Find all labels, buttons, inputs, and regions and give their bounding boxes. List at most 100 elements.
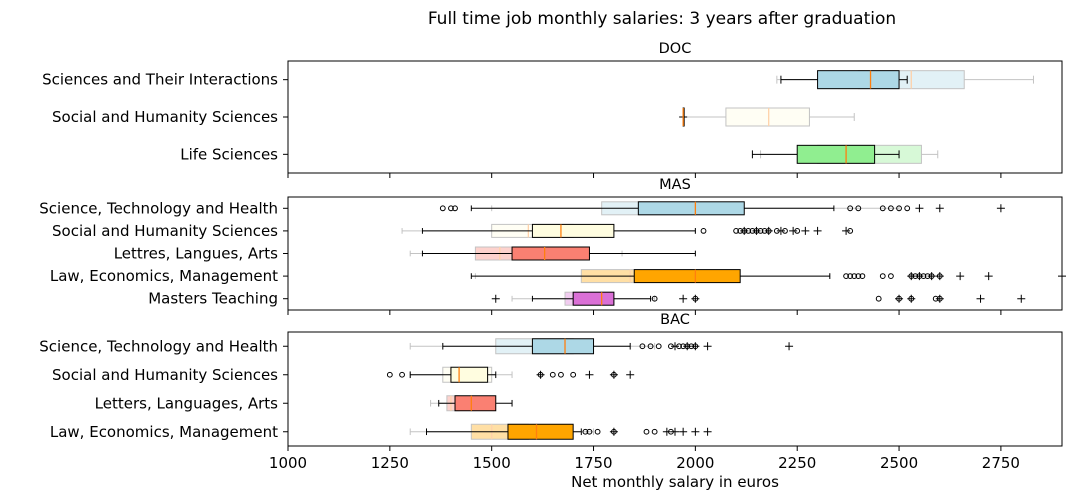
box bbox=[507, 423, 574, 440]
flier-circle bbox=[859, 273, 866, 280]
panel-title: MAS bbox=[659, 177, 691, 193]
flier-circle bbox=[936, 273, 943, 280]
flier-plus bbox=[776, 226, 785, 235]
box-main bbox=[682, 107, 685, 127]
box-main bbox=[421, 223, 696, 238]
flier-circle bbox=[904, 205, 911, 212]
box-main bbox=[442, 338, 631, 355]
flier-circle bbox=[386, 371, 393, 378]
box bbox=[633, 269, 741, 284]
flier-circle bbox=[741, 228, 748, 234]
flier-circle bbox=[700, 228, 707, 234]
flier-circle bbox=[773, 228, 780, 234]
flier-circle bbox=[843, 273, 849, 280]
box bbox=[796, 144, 876, 164]
x-axis-label: Net monthly salary in euros bbox=[571, 473, 779, 491]
flier-circle bbox=[692, 295, 699, 302]
flier-circle bbox=[847, 228, 854, 234]
flier-circle bbox=[847, 205, 854, 212]
flier-circle bbox=[879, 205, 886, 212]
flier-circle bbox=[570, 371, 577, 378]
box-main bbox=[751, 144, 900, 164]
flier-circle bbox=[639, 343, 646, 350]
box bbox=[637, 201, 745, 216]
category-label: Sciences and Their Interactions bbox=[42, 71, 278, 89]
flier-circle bbox=[875, 295, 882, 302]
flier-circle bbox=[896, 205, 902, 212]
flier-circle bbox=[749, 228, 756, 234]
flier-circle bbox=[452, 205, 458, 212]
flier-circle bbox=[782, 228, 788, 234]
flier-plus bbox=[626, 370, 635, 379]
panel-frame bbox=[287, 60, 1063, 174]
flier-plus bbox=[996, 204, 1005, 213]
category-label: Social and Humanity Sciences bbox=[52, 108, 278, 126]
flier-circle bbox=[888, 205, 894, 212]
flier-circle bbox=[745, 228, 752, 234]
panel-title: DOC bbox=[659, 41, 692, 57]
flier-circle bbox=[439, 205, 446, 212]
box-main bbox=[438, 395, 513, 412]
flier-circle bbox=[688, 343, 695, 350]
flier-circle bbox=[761, 228, 768, 234]
flier-plus bbox=[789, 226, 798, 235]
box-main bbox=[409, 366, 497, 383]
flier-circle bbox=[610, 371, 617, 378]
category-label: Science, Technology and Health bbox=[39, 199, 278, 217]
flier-plus bbox=[679, 427, 688, 436]
x-tick-label: 2750 bbox=[982, 454, 1020, 472]
box-main bbox=[531, 291, 652, 306]
category-label: Letters, Languages, Arts bbox=[95, 394, 279, 412]
x-tick-label: 1000 bbox=[269, 454, 307, 472]
flier-circle bbox=[916, 273, 923, 280]
flier-plus bbox=[679, 294, 688, 303]
flier-circle bbox=[851, 273, 858, 280]
category-label: Social and Humanity Sciences bbox=[52, 222, 278, 240]
panel-frame bbox=[287, 331, 1063, 447]
panels: DOC Sciences and Their Interactions Social… bbox=[39, 41, 1066, 451]
flier-circle bbox=[888, 273, 894, 280]
flier-circle bbox=[594, 428, 601, 435]
flier-circle bbox=[680, 343, 687, 350]
flier-plus bbox=[956, 272, 965, 281]
x-tick-label: 1500 bbox=[473, 454, 511, 472]
flier-circle bbox=[928, 273, 935, 280]
x-tick-label: 2500 bbox=[880, 454, 918, 472]
flier-plus bbox=[703, 342, 712, 351]
flier-plus bbox=[691, 427, 700, 436]
flier-circle bbox=[908, 273, 915, 280]
flier-circle bbox=[847, 273, 854, 280]
x-tick-label: 2000 bbox=[676, 454, 714, 472]
box bbox=[817, 70, 900, 90]
flier-circle bbox=[737, 228, 744, 234]
x-tick-label: 2250 bbox=[778, 454, 816, 472]
flier-circle bbox=[558, 371, 564, 378]
flier-circle bbox=[651, 295, 658, 302]
flier-circle bbox=[651, 428, 658, 435]
flier-circle bbox=[733, 228, 740, 234]
flier-plus bbox=[842, 226, 851, 235]
box-main bbox=[426, 423, 582, 440]
flier-circle bbox=[896, 295, 902, 302]
flier-circle bbox=[855, 205, 862, 212]
flier-plus bbox=[813, 226, 822, 235]
chart-title: Full time job monthly salaries: 3 years … bbox=[428, 9, 896, 29]
box-main bbox=[421, 246, 696, 261]
flier-circle bbox=[643, 428, 650, 435]
flier-circle bbox=[794, 228, 801, 234]
panel-title: BAC bbox=[660, 312, 690, 328]
flier-circle bbox=[399, 371, 405, 378]
flier-plus bbox=[703, 427, 712, 436]
box bbox=[454, 395, 497, 412]
box bbox=[511, 246, 590, 261]
flier-plus bbox=[671, 342, 679, 351]
flier-circle bbox=[676, 343, 682, 350]
flier-circle bbox=[684, 343, 691, 350]
flier-plus bbox=[662, 427, 671, 436]
flier-circle bbox=[610, 428, 617, 435]
flier-plus bbox=[915, 204, 924, 213]
category-label: Law, Economics, Management bbox=[50, 423, 278, 441]
box-faded bbox=[682, 107, 855, 127]
flier-plus bbox=[785, 342, 794, 351]
box-main bbox=[470, 269, 831, 284]
